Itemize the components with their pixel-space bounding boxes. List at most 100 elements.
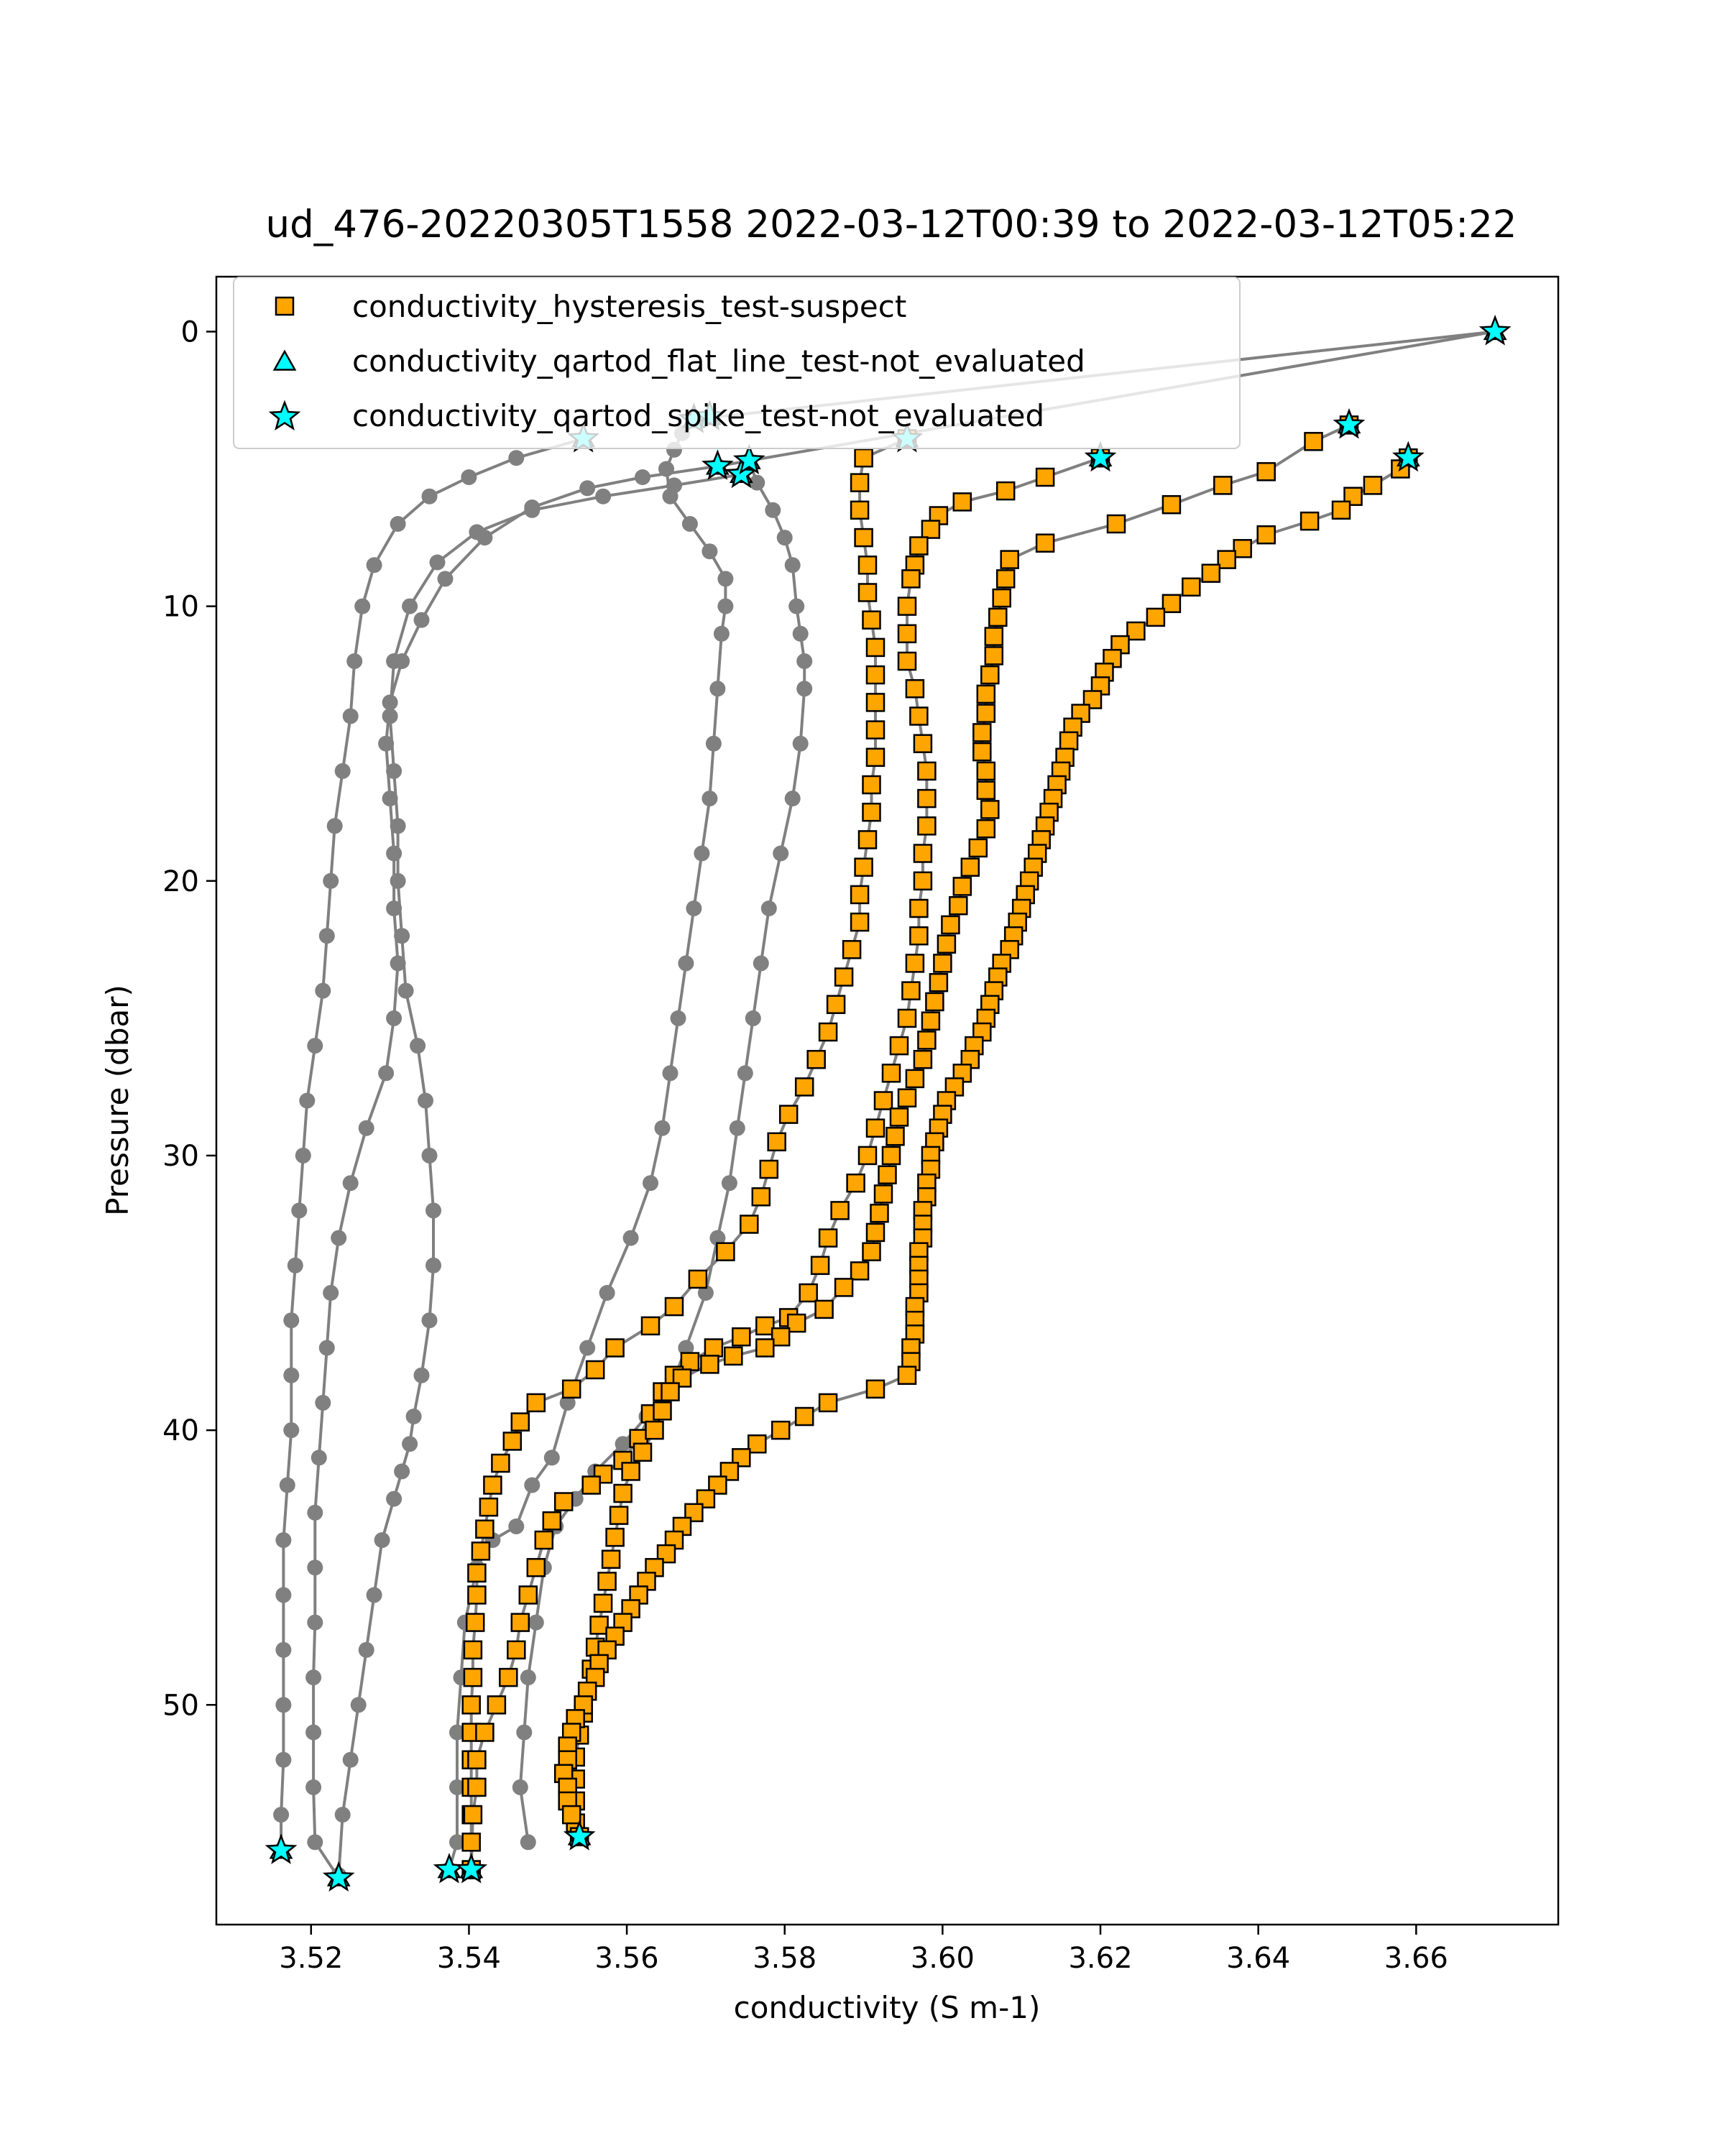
data-point: [307, 1038, 323, 1054]
hysteresis-suspect-point: [479, 1497, 499, 1517]
x-tick-label: 3.54: [437, 1942, 501, 1975]
data-point: [366, 1587, 382, 1603]
hysteresis-suspect-point: [724, 1346, 743, 1366]
hysteresis-suspect-point: [518, 1585, 538, 1605]
hysteresis-suspect-point: [873, 1184, 893, 1204]
hysteresis-suspect-point: [1300, 511, 1320, 531]
data-point: [331, 1230, 347, 1246]
spike-not-evaluated-point: [264, 1833, 298, 1864]
data-point: [390, 872, 406, 889]
hysteresis-suspect-point: [937, 934, 957, 954]
data-point: [402, 1436, 418, 1452]
hysteresis-suspect-point: [645, 1420, 664, 1440]
hysteresis-suspect-point: [770, 1420, 791, 1440]
hysteresis-suspect-point: [621, 1462, 640, 1481]
data-point: [342, 708, 359, 724]
hysteresis-suspect-point: [857, 583, 878, 602]
data-point: [346, 653, 363, 669]
hysteresis-suspect-point: [661, 1382, 680, 1401]
hysteresis-suspect-point: [941, 915, 960, 935]
data-point: [662, 488, 678, 505]
data-point: [702, 543, 718, 560]
hysteresis-suspect-point: [850, 912, 870, 932]
hysteresis-suspect-point: [613, 1483, 632, 1503]
data-point: [760, 900, 777, 916]
data-point: [449, 1724, 465, 1741]
data-point: [643, 1175, 658, 1192]
hysteresis-suspect-point: [850, 500, 870, 520]
hysteresis-suspect-point: [909, 536, 929, 556]
data-point: [366, 557, 382, 573]
data-point: [386, 845, 402, 862]
hysteresis-suspect-point: [786, 1313, 806, 1333]
data-point: [382, 708, 398, 724]
hysteresis-suspect-point: [499, 1667, 518, 1687]
hysteresis-suspect-point: [826, 995, 846, 1014]
data-point: [678, 955, 694, 972]
hysteresis-suspect-point: [842, 940, 862, 959]
hysteresis-suspect-point: [778, 1105, 799, 1124]
legend-square-icon: [275, 296, 295, 316]
data-point: [579, 480, 596, 497]
hysteresis-suspect-point: [640, 1316, 661, 1336]
hysteresis-suspect-point: [988, 607, 1008, 627]
data-point: [426, 1257, 441, 1273]
data-point: [437, 571, 454, 587]
x-axis-title: conductivity (S m-1): [734, 1990, 1041, 2025]
data-point: [776, 530, 793, 546]
hysteresis-suspect-point: [755, 1338, 775, 1358]
hysteresis-suspect-point: [913, 844, 933, 863]
hysteresis-suspect-point: [862, 610, 881, 630]
data-point: [390, 818, 406, 834]
hysteresis-suspect-point: [917, 788, 937, 808]
data-point: [386, 1491, 402, 1507]
hysteresis-suspect-point: [862, 802, 881, 822]
hysteresis-suspect-point: [929, 972, 949, 992]
data-point: [307, 1560, 323, 1576]
x-tick-label: 3.56: [595, 1942, 659, 1975]
hysteresis-suspect-point: [850, 473, 870, 492]
data-point: [283, 1422, 300, 1439]
x-tick-label: 3.60: [911, 1942, 975, 1975]
hysteresis-suspect-point: [597, 1572, 617, 1591]
hysteresis-suspect-point: [972, 723, 992, 742]
legend-triangle-icon: [272, 349, 297, 371]
hysteresis-suspect-point: [917, 816, 937, 836]
hysteresis-suspect-point: [680, 1352, 700, 1371]
data-point: [275, 1697, 292, 1713]
hysteresis-suspect-point: [905, 954, 925, 973]
data-point: [749, 474, 765, 491]
data-point: [622, 1230, 639, 1246]
hysteresis-suspect-point: [984, 627, 1004, 646]
hysteresis-suspect-point: [463, 1805, 483, 1825]
hysteresis-suspect-point: [846, 1173, 865, 1193]
data-point: [305, 1669, 322, 1686]
hysteresis-suspect-point: [1304, 432, 1323, 451]
data-point: [520, 1834, 536, 1851]
hysteresis-suspect-point: [601, 1549, 621, 1569]
hysteresis-suspect-point: [510, 1613, 530, 1632]
data-point: [516, 1724, 533, 1741]
data-point: [792, 735, 809, 752]
hysteresis-suspect-point: [913, 871, 933, 891]
hysteresis-suspect-point: [605, 1527, 625, 1547]
data-point: [413, 1367, 430, 1383]
data-point: [382, 791, 398, 807]
hysteresis-suspect-point: [980, 800, 1000, 819]
hysteresis-suspect-point: [897, 1088, 917, 1107]
hysteresis-suspect-point: [995, 569, 1016, 589]
hysteresis-suspect-point: [507, 1640, 526, 1660]
data-point: [295, 1147, 311, 1164]
data-point: [386, 900, 402, 916]
data-point: [275, 1587, 292, 1603]
hysteresis-suspect-point: [1256, 525, 1276, 545]
hysteresis-suspect-point: [850, 1261, 870, 1281]
hysteresis-suspect-point: [865, 1379, 886, 1399]
hysteresis-suspect-point: [980, 665, 1000, 685]
x-axis-ticks: 3.52 3.54 3.56 3.58 3.60 3.62 3.64 3.66: [279, 1925, 1448, 1975]
hysteresis-suspect-point: [854, 528, 873, 548]
data-point: [524, 499, 540, 515]
spike-not-evaluated-point: [1084, 441, 1117, 472]
data-point: [275, 1532, 292, 1548]
